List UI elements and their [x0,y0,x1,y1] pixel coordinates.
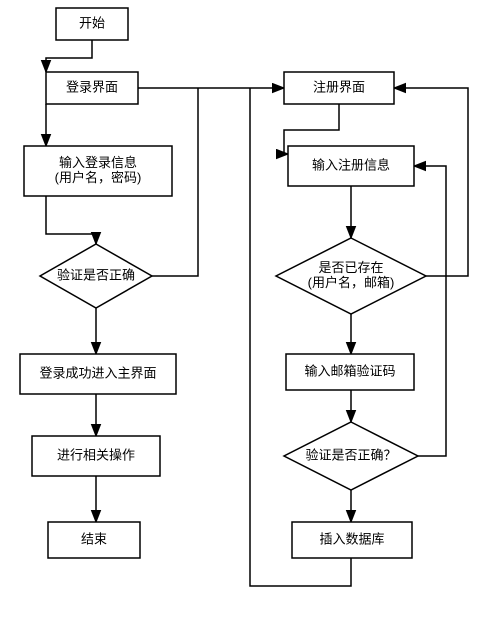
node-label: 开始 [79,15,105,30]
node-reg_code: 输入邮箱验证码 [286,354,414,390]
node-login_ok: 登录成功进入主界面 [20,354,176,394]
node-label: 结束 [81,531,107,546]
node-label: 输入注册信息 [312,157,390,172]
node-code_check: 验证是否正确？ [284,422,418,490]
node-label: 验证是否正确？ [305,447,396,462]
node-login_input: 输入登录信息(用户名，密码) [24,146,172,196]
node-reg_input: 输入注册信息 [288,146,414,186]
node-label: 登录界面 [66,79,118,94]
node-login_check: 验证是否正确 [40,244,152,308]
node-reg_exist: 是否已存在(用户名，邮箱) [276,238,426,314]
node-label: 进行相关操作 [57,447,135,462]
node-label: 注册界面 [313,79,365,94]
flow-edge [46,40,92,72]
node-label: 登录成功进入主界面 [39,365,156,380]
node-login_ui: 登录界面 [46,72,138,104]
node-start: 开始 [56,8,128,40]
node-label: 输入邮箱验证码 [304,363,395,378]
node-insert_db: 插入数据库 [292,522,412,558]
flow-edge [46,196,96,244]
flow-edge [414,166,446,456]
flowchart-canvas: 开始登录界面 注册界面输入登录信息(用户名，密码) 输入注册信息验证是否正确 是否已存… [0,0,500,623]
node-label: 插入数据库 [319,531,384,546]
node-label: 验证是否正确 [57,267,135,282]
node-reg_ui: 注册界面 [284,72,394,104]
node-do_ops: 进行相关操作 [32,436,160,476]
node-label: (用户名，邮箱) [308,275,395,290]
node-label: (用户名，密码) [55,170,142,185]
node-end: 结束 [48,522,140,558]
node-label: 是否已存在 [318,260,383,275]
node-label: 输入登录信息 [59,155,137,170]
